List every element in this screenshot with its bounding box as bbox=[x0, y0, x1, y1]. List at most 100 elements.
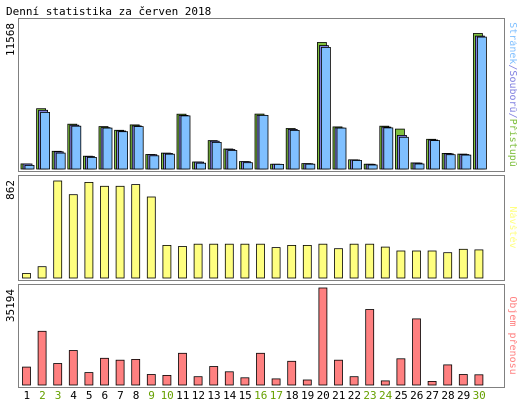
panel-3-ymax-label: 35194 bbox=[4, 289, 17, 322]
panel-2-frame bbox=[18, 175, 505, 281]
bar-pages-day-17 bbox=[274, 163, 285, 170]
bar-kbytes-day-10 bbox=[162, 374, 172, 386]
day-label-27: 27 bbox=[426, 389, 439, 402]
day-label-18: 18 bbox=[285, 389, 298, 402]
bar-visits-day-9 bbox=[146, 196, 156, 279]
bar-pages-day-14 bbox=[227, 150, 238, 170]
bar-pages-day-13 bbox=[211, 141, 222, 170]
bar-visits-day-10 bbox=[162, 244, 172, 279]
day-label-3: 3 bbox=[55, 389, 62, 402]
bar-visits-day-28 bbox=[443, 252, 453, 279]
legend-label-part: Objem přenosu bbox=[507, 296, 517, 374]
bar-visits-day-20 bbox=[318, 243, 328, 279]
bar-kbytes-day-6 bbox=[100, 357, 109, 386]
day-label-29: 29 bbox=[457, 389, 470, 402]
bar-kbytes-day-26 bbox=[412, 318, 421, 386]
panel-2-ymax-label: 862 bbox=[4, 180, 17, 200]
bar-visits-day-3 bbox=[53, 180, 63, 279]
panel-3-frame bbox=[18, 284, 505, 388]
bar-pages-day-19 bbox=[305, 163, 316, 170]
legend-label-part: / bbox=[507, 113, 517, 119]
bar-visits-day-22 bbox=[349, 243, 359, 279]
day-label-4: 4 bbox=[70, 389, 77, 402]
bar-kbytes-day-25 bbox=[396, 358, 406, 386]
bar-visits-day-16 bbox=[256, 243, 265, 279]
day-label-8: 8 bbox=[133, 389, 140, 402]
day-label-21: 21 bbox=[332, 389, 345, 402]
bar-visits-day-13 bbox=[209, 243, 219, 279]
bar-kbytes-day-28 bbox=[443, 364, 453, 386]
bar-visits-day-15 bbox=[240, 243, 250, 279]
day-label-6: 6 bbox=[101, 389, 108, 402]
day-label-28: 28 bbox=[441, 389, 454, 402]
legend-label-part: Souborů bbox=[507, 70, 517, 112]
day-label-16: 16 bbox=[254, 389, 267, 402]
legend-label-part: Stránek bbox=[507, 22, 517, 64]
bar-kbytes-day-2 bbox=[37, 330, 47, 386]
bar-pages-day-28 bbox=[445, 154, 456, 170]
bar-visits-day-2 bbox=[37, 266, 47, 279]
bar-visits-day-27 bbox=[427, 250, 437, 279]
bar-visits-day-17 bbox=[271, 247, 281, 279]
day-label-14: 14 bbox=[223, 389, 237, 402]
bar-kbytes-day-22 bbox=[349, 376, 359, 386]
bar-pages-day-16 bbox=[258, 115, 269, 170]
bar-kbytes-day-1 bbox=[22, 366, 31, 386]
bar-visits-day-24 bbox=[380, 246, 390, 279]
bar-pages-day-3 bbox=[55, 152, 66, 170]
day-label-11: 11 bbox=[176, 389, 189, 402]
bar-kbytes-day-9 bbox=[146, 374, 156, 386]
bar-pages-day-26 bbox=[414, 163, 425, 170]
day-label-15: 15 bbox=[239, 389, 252, 402]
bar-pages-day-9 bbox=[149, 155, 160, 170]
bar-visits-day-19 bbox=[302, 244, 312, 279]
bar-kbytes-day-23 bbox=[365, 309, 375, 386]
bar-kbytes-day-12 bbox=[193, 376, 203, 386]
day-label-12: 12 bbox=[192, 389, 205, 402]
bar-kbytes-day-16 bbox=[256, 352, 265, 386]
bar-kbytes-day-30 bbox=[474, 374, 484, 386]
bar-pages-day-24 bbox=[383, 127, 394, 170]
day-label-2: 2 bbox=[39, 389, 46, 402]
day-label-17: 17 bbox=[270, 389, 283, 402]
chart-title: Denní statistika za červen 2018 bbox=[6, 5, 211, 18]
bar-visits-day-21 bbox=[334, 248, 343, 279]
bar-pages-day-11 bbox=[180, 115, 191, 170]
bar-kbytes-day-8 bbox=[131, 358, 141, 386]
legend-label-part: Návštěv bbox=[507, 206, 517, 248]
bar-visits-day-23 bbox=[365, 243, 375, 279]
bar-visits-day-6 bbox=[100, 185, 109, 279]
bar-pages-day-25 bbox=[398, 136, 409, 170]
day-label-26: 26 bbox=[410, 389, 423, 402]
bar-visits-day-7 bbox=[115, 185, 125, 279]
bar-kbytes-day-19 bbox=[302, 379, 312, 386]
bar-pages-day-5 bbox=[87, 156, 97, 170]
bar-visits-day-5 bbox=[84, 181, 94, 279]
bar-kbytes-day-20 bbox=[318, 287, 328, 386]
bar-kbytes-day-5 bbox=[84, 372, 94, 386]
panel-1-ymax-label: 11568 bbox=[4, 23, 17, 56]
day-label-19: 19 bbox=[301, 389, 314, 402]
bar-visits-day-29 bbox=[458, 248, 468, 279]
bar-pages-day-15 bbox=[242, 162, 253, 170]
day-label-22: 22 bbox=[348, 389, 361, 402]
bar-kbytes-day-24 bbox=[380, 380, 390, 386]
panel-1-legend-label: Stránek/Souborů/Přístupů bbox=[507, 22, 517, 167]
bar-visits-day-4 bbox=[68, 194, 78, 279]
bar-kbytes-day-14 bbox=[224, 371, 234, 386]
bar-pages-day-8 bbox=[133, 126, 144, 170]
bar-visits-day-14 bbox=[224, 243, 234, 279]
bar-visits-day-8 bbox=[131, 184, 141, 279]
day-label-24: 24 bbox=[379, 389, 393, 402]
bar-kbytes-day-7 bbox=[115, 359, 125, 386]
bar-visits-day-1 bbox=[22, 273, 31, 279]
bar-kbytes-day-18 bbox=[287, 360, 297, 386]
bar-kbytes-day-17 bbox=[271, 378, 281, 386]
bar-visits-day-11 bbox=[178, 246, 187, 279]
bar-visits-day-18 bbox=[287, 244, 297, 279]
bar-kbytes-day-4 bbox=[68, 350, 78, 386]
day-label-7: 7 bbox=[117, 389, 124, 402]
bar-pages-day-6 bbox=[102, 127, 113, 170]
bar-kbytes-day-13 bbox=[209, 366, 219, 386]
